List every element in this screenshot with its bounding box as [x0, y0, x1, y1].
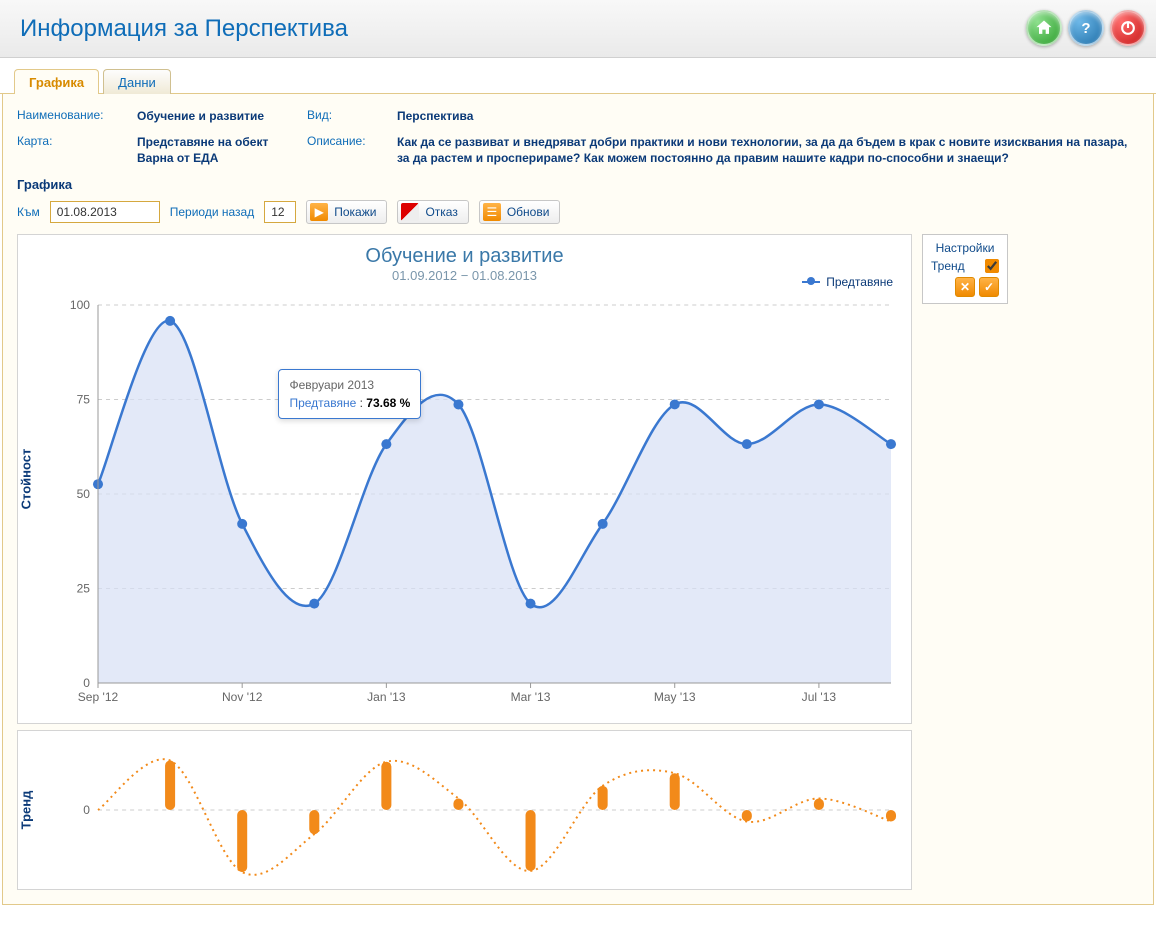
trend-y-label: Тренд	[19, 790, 34, 829]
power-icon	[1118, 18, 1138, 38]
y-axis-label: Стойност	[19, 448, 34, 509]
plot-area: 0255075100Sep '12Nov '12Jan '13Mar '13Ma…	[98, 305, 891, 683]
tooltip: Февруари 2013 Предтавяне : 73.68 %	[278, 369, 421, 419]
legend-line-icon	[802, 281, 820, 283]
chart-subtitle: 01.09.2012 − 01.08.2013	[18, 268, 911, 283]
section-title: Графика	[17, 177, 1139, 192]
settings-buttons: ✕ ✓	[931, 277, 999, 297]
periods-input[interactable]	[264, 201, 296, 223]
settings-apply-button[interactable]: ✓	[979, 277, 999, 297]
logout-button[interactable]	[1110, 10, 1146, 46]
trend-label: Тренд	[931, 259, 965, 273]
arrow-right-icon: ▶	[310, 203, 328, 221]
home-button[interactable]	[1026, 10, 1062, 46]
svg-text:Mar '13: Mar '13	[511, 690, 551, 704]
trend-chart: Тренд 0	[17, 730, 912, 890]
refresh-button[interactable]: ☰ Обнови	[479, 200, 561, 224]
info-grid: Наименование: Обучение и развитие Вид: П…	[17, 108, 1139, 167]
chart-column: Обучение и развитие 01.09.2012 − 01.08.2…	[17, 234, 912, 890]
svg-text:75: 75	[77, 392, 91, 406]
tooltip-series: Предтавяне	[289, 396, 356, 410]
name-value: Обучение и развитие	[137, 108, 297, 124]
svg-text:100: 100	[70, 298, 90, 312]
main-chart-svg: 0255075100Sep '12Nov '12Jan '13Mar '13Ma…	[98, 305, 891, 683]
show-button[interactable]: ▶ Покажи	[306, 200, 387, 224]
tabs: Графика Данни	[0, 58, 1156, 94]
cancel-icon	[401, 203, 419, 221]
page-header: Информация за Перспектива ?	[0, 0, 1156, 58]
name-label: Наименование:	[17, 108, 127, 122]
svg-text:25: 25	[77, 581, 91, 595]
to-date-input[interactable]	[50, 201, 160, 223]
trend-chart-svg: 0	[98, 741, 891, 879]
chart-legend: Предтавяне	[802, 275, 893, 289]
show-button-label: Покажи	[334, 205, 376, 219]
main-chart: Обучение и развитие 01.09.2012 − 01.08.2…	[17, 234, 912, 724]
map-label: Карта:	[17, 134, 127, 148]
type-value: Перспектива	[397, 108, 1139, 124]
svg-text:Jul '13: Jul '13	[802, 690, 837, 704]
help-icon: ?	[1076, 18, 1096, 38]
desc-value: Как да се развиват и внедряват добри пра…	[397, 134, 1139, 166]
content-row: Обучение и развитие 01.09.2012 − 01.08.2…	[17, 234, 1139, 890]
controls: Към Периоди назад ▶ Покажи Отказ ☰ Обнов…	[17, 200, 1139, 224]
type-label: Вид:	[307, 108, 387, 122]
tab-data[interactable]: Данни	[103, 69, 171, 94]
svg-text:0: 0	[83, 676, 90, 690]
svg-text:?: ?	[1081, 20, 1090, 37]
refresh-icon: ☰	[483, 203, 501, 221]
cancel-button-label: Отказ	[425, 205, 457, 219]
chart-title: Обучение и развитие	[18, 235, 911, 268]
trend-plot-area: 0	[98, 741, 891, 879]
legend-label: Предтавяне	[826, 275, 893, 289]
svg-text:Sep '12: Sep '12	[78, 690, 119, 704]
settings-title: Настройки	[931, 241, 999, 255]
settings-trend-row: Тренд	[931, 259, 999, 273]
svg-text:Jan '13: Jan '13	[367, 690, 406, 704]
header-buttons: ?	[1026, 10, 1146, 46]
tab-panel: Наименование: Обучение и развитие Вид: П…	[2, 94, 1154, 905]
trend-checkbox[interactable]	[985, 259, 999, 273]
tab-chart[interactable]: Графика	[14, 69, 99, 94]
svg-text:50: 50	[77, 487, 91, 501]
svg-text:May '13: May '13	[654, 690, 696, 704]
map-value: Представяне на обект Варна от ЕДА	[137, 134, 297, 166]
desc-label: Описание:	[307, 134, 387, 148]
cancel-button[interactable]: Отказ	[397, 200, 468, 224]
page-title: Информация за Перспектива	[20, 15, 348, 43]
svg-text:Nov '12: Nov '12	[222, 690, 263, 704]
refresh-button-label: Обнови	[507, 205, 550, 219]
settings-panel: Настройки Тренд ✕ ✓	[922, 234, 1008, 304]
help-button[interactable]: ?	[1068, 10, 1104, 46]
svg-text:0: 0	[83, 803, 90, 817]
home-icon	[1034, 18, 1054, 38]
settings-cancel-button[interactable]: ✕	[955, 277, 975, 297]
page: Информация за Перспектива ? Графика Данн…	[0, 0, 1156, 905]
to-label: Към	[17, 205, 40, 219]
periods-label: Периоди назад	[170, 205, 254, 219]
tooltip-month: Февруари 2013	[289, 378, 410, 392]
tooltip-value: 73.68 %	[366, 396, 410, 410]
